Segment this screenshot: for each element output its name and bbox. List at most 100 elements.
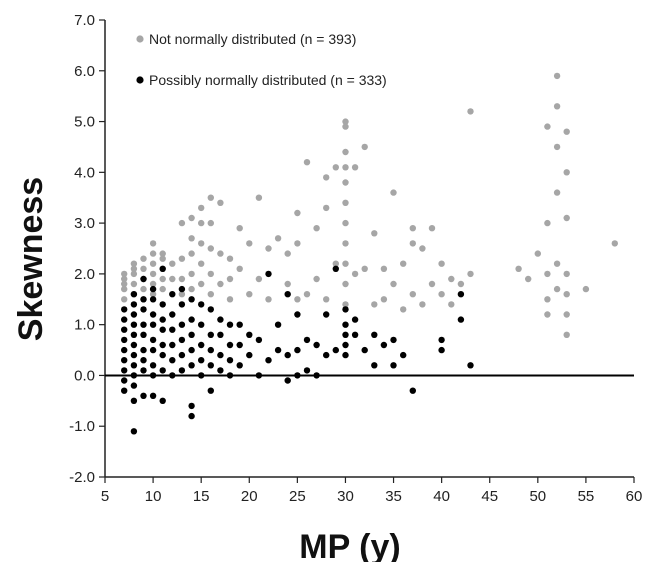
data-point xyxy=(178,336,186,344)
legend-label: Not normally distributed (n = 393) xyxy=(149,31,356,47)
x-tick-label: 20 xyxy=(241,488,258,505)
data-point xyxy=(217,331,224,338)
x-tick-label: 15 xyxy=(193,488,210,505)
data-point xyxy=(544,270,551,278)
data-point xyxy=(313,372,320,379)
data-point xyxy=(207,331,214,338)
data-point xyxy=(246,351,253,359)
data-point xyxy=(149,280,157,288)
data-point xyxy=(332,164,339,171)
data-point xyxy=(226,341,234,349)
data-point xyxy=(553,103,561,110)
data-point xyxy=(448,301,455,308)
data-point xyxy=(400,351,407,359)
data-point xyxy=(419,301,426,308)
data-point xyxy=(226,296,234,303)
data-point xyxy=(236,362,243,369)
data-point xyxy=(438,346,445,354)
data-point xyxy=(159,275,166,283)
data-point xyxy=(169,275,176,283)
data-point xyxy=(159,250,166,257)
data-point xyxy=(130,382,138,389)
data-point xyxy=(544,311,551,318)
y-tick-label: 5.0 xyxy=(74,114,95,131)
data-point xyxy=(611,240,618,247)
data-point xyxy=(380,265,388,272)
data-point xyxy=(342,351,349,359)
data-point xyxy=(140,392,147,399)
data-point xyxy=(409,291,416,298)
data-point xyxy=(371,301,378,308)
data-point xyxy=(130,280,138,288)
data-point xyxy=(159,397,166,404)
data-point xyxy=(457,291,465,298)
data-point xyxy=(313,341,320,349)
data-point xyxy=(130,265,138,272)
data-point xyxy=(323,204,330,212)
data-point xyxy=(332,346,339,354)
data-point xyxy=(207,362,214,369)
data-point xyxy=(178,321,186,328)
data-point xyxy=(188,296,195,303)
data-point xyxy=(448,275,455,283)
data-point xyxy=(246,240,253,247)
data-point xyxy=(226,357,234,364)
data-point xyxy=(226,275,234,283)
data-point xyxy=(178,275,186,283)
data-point xyxy=(198,219,205,227)
data-point xyxy=(198,240,205,247)
x-tick-label: 40 xyxy=(433,488,450,505)
data-point xyxy=(371,230,378,237)
data-point xyxy=(178,367,186,374)
data-point xyxy=(342,260,349,267)
data-point xyxy=(409,225,416,232)
data-point xyxy=(198,260,205,267)
data-point xyxy=(274,346,282,354)
data-point xyxy=(121,270,128,278)
data-point xyxy=(515,265,522,272)
data-point xyxy=(140,346,147,354)
data-point xyxy=(380,341,388,349)
data-point xyxy=(419,245,426,252)
x-tick-label: 60 xyxy=(626,488,643,505)
data-point xyxy=(188,285,195,293)
data-point xyxy=(159,301,166,308)
data-point xyxy=(188,362,195,369)
data-point xyxy=(121,367,128,374)
data-point xyxy=(563,331,570,338)
y-axis-title: Skewness xyxy=(12,177,50,341)
data-point xyxy=(342,123,349,130)
data-point xyxy=(207,219,214,227)
x-tick-label: 35 xyxy=(385,488,402,505)
data-point xyxy=(178,351,186,359)
data-point xyxy=(563,214,570,222)
data-point xyxy=(140,306,147,313)
data-point xyxy=(342,306,349,313)
data-point xyxy=(130,321,138,328)
x-tick-label: 45 xyxy=(481,488,498,505)
data-point xyxy=(284,250,291,257)
data-point xyxy=(534,250,541,257)
data-point xyxy=(361,143,368,151)
y-tick-label: -1.0 xyxy=(69,418,95,435)
data-point xyxy=(342,240,349,247)
data-point xyxy=(140,255,147,262)
data-point xyxy=(303,336,311,344)
data-point xyxy=(198,357,205,364)
data-point xyxy=(149,362,157,369)
data-point xyxy=(351,331,359,338)
data-point xyxy=(255,275,263,283)
data-point xyxy=(149,250,157,257)
data-point xyxy=(409,387,416,394)
data-point xyxy=(121,280,128,288)
y-tick-label: 2.0 xyxy=(74,266,95,283)
data-point xyxy=(255,372,263,379)
data-point xyxy=(207,306,214,313)
y-tick-label: 1.0 xyxy=(74,317,95,334)
data-points-layer xyxy=(121,72,618,435)
data-point xyxy=(188,235,195,242)
data-point xyxy=(563,291,570,298)
data-point xyxy=(169,341,176,349)
data-point xyxy=(178,301,186,308)
data-point xyxy=(121,275,128,283)
